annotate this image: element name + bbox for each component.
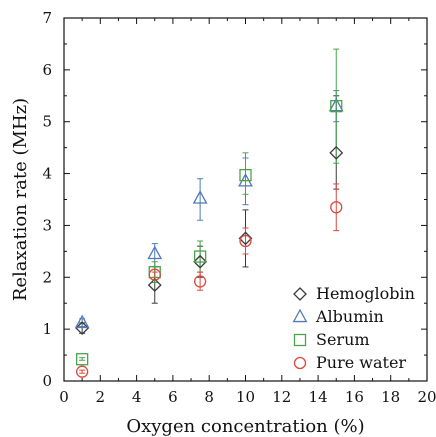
pure-water-point bbox=[330, 201, 343, 214]
legend-albumin-marker bbox=[292, 308, 308, 323]
x-tick-label: 6 bbox=[168, 388, 178, 406]
data-markers bbox=[74, 97, 344, 378]
y-tick-label: 1 bbox=[42, 320, 52, 338]
y-tick-label: 6 bbox=[42, 61, 52, 79]
x-tick-label: 14 bbox=[309, 388, 328, 406]
x-tick-label: 0 bbox=[59, 388, 69, 406]
legend-hemoglobin-label: Hemoglobin bbox=[316, 284, 415, 303]
pure-water-error-bar bbox=[79, 369, 86, 374]
pure-water-point bbox=[76, 365, 89, 378]
legend-hemoglobin-marker bbox=[293, 287, 307, 301]
serum-point bbox=[193, 250, 207, 263]
albumin-point bbox=[328, 97, 344, 112]
albumin-point bbox=[192, 190, 208, 204]
albumin-error-bar bbox=[197, 178, 204, 221]
y-tick-label: 3 bbox=[42, 216, 52, 234]
legend-pure-water-marker bbox=[293, 356, 307, 370]
error-bars bbox=[79, 48, 340, 374]
pure-water-point bbox=[148, 268, 161, 281]
pure-water-error-bar bbox=[151, 271, 158, 278]
y-axis-label: Relaxation rate (MHz) bbox=[10, 98, 31, 301]
pure-water-point bbox=[193, 275, 207, 288]
x-tick-label: 8 bbox=[204, 388, 214, 406]
serum-error-bar bbox=[333, 48, 340, 164]
serum-error-bar bbox=[79, 357, 86, 361]
hemoglobin-point bbox=[147, 278, 162, 292]
albumin-point bbox=[147, 245, 163, 260]
hemoglobin-point bbox=[75, 321, 90, 336]
hemoglobin-point bbox=[329, 145, 344, 160]
serum-point bbox=[76, 353, 89, 366]
serum-point bbox=[330, 100, 343, 113]
legend-serum-label: Serum bbox=[316, 330, 370, 349]
pure-water-error-bar bbox=[333, 183, 340, 232]
x-tick-label: 18 bbox=[381, 388, 400, 406]
x-tick-label: 16 bbox=[345, 388, 364, 406]
legend-pure-water-label: Pure water bbox=[316, 353, 406, 372]
x-tick-label: 10 bbox=[236, 388, 255, 406]
x-tick-label: 20 bbox=[417, 388, 436, 406]
albumin-point bbox=[74, 314, 90, 329]
x-tick-label: 12 bbox=[272, 388, 291, 406]
legend: Hemoglobin Albumin Serum Pure water bbox=[292, 284, 415, 372]
serum-point bbox=[239, 168, 252, 182]
hemoglobin-point bbox=[193, 254, 208, 269]
x-axis-label: Oxygen concentration (%) bbox=[126, 416, 364, 437]
legend-albumin-label: Albumin bbox=[315, 307, 384, 326]
legend-serum-marker bbox=[293, 333, 307, 347]
y-tick-label: 0 bbox=[42, 372, 52, 390]
y-tick-label: 7 bbox=[42, 9, 52, 27]
y-tick-label: 5 bbox=[42, 113, 52, 131]
y-tick-label: 4 bbox=[42, 165, 52, 183]
y-tick-label: 2 bbox=[42, 268, 52, 286]
pure-water-point bbox=[239, 234, 252, 248]
x-tick-label: 2 bbox=[96, 388, 106, 406]
x-tick-label: 4 bbox=[132, 388, 142, 406]
